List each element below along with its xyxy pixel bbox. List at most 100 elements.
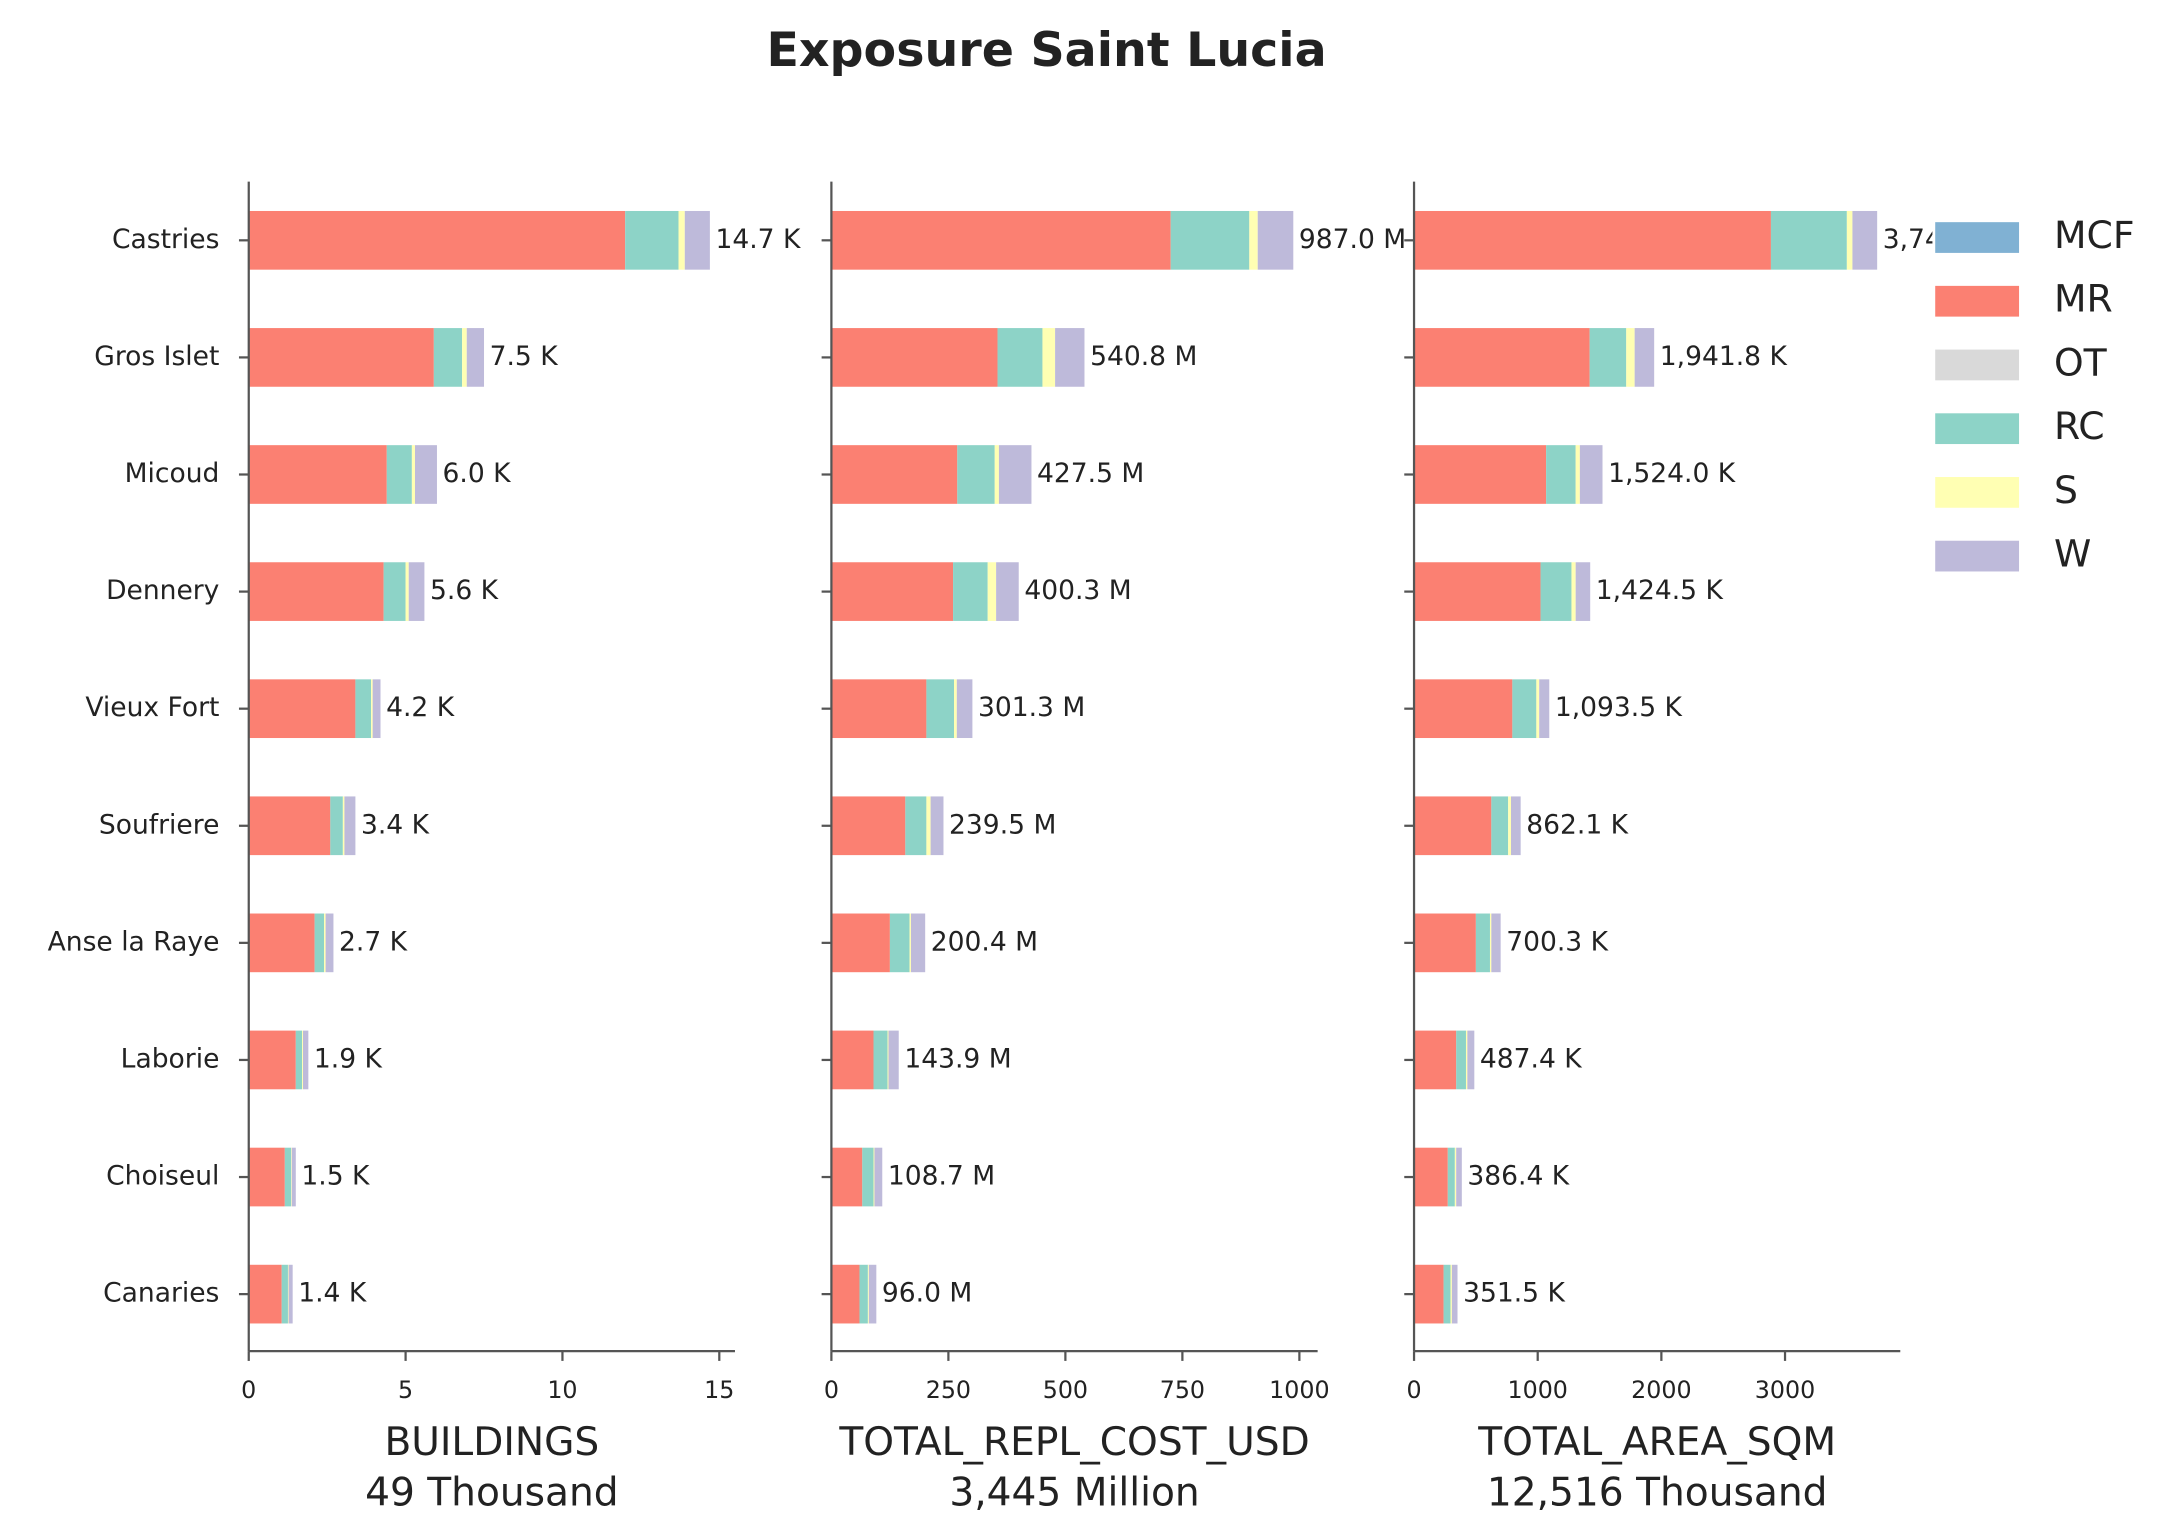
- bar-segment: [1257, 210, 1294, 270]
- bar-segment: [1414, 1147, 1448, 1207]
- bar-segment: [678, 210, 685, 270]
- bar-segment: [926, 796, 931, 856]
- bar-segment: [1249, 210, 1258, 270]
- bar-segment: [371, 679, 373, 739]
- bar-segment: [930, 796, 944, 856]
- legend-background: [1932, 209, 2163, 587]
- total-label: 540.8 M: [1090, 341, 1197, 372]
- total-label: 301.3 M: [978, 692, 1085, 723]
- bar-segment: [1536, 679, 1540, 739]
- total-label: 1,524.0 K: [1608, 458, 1736, 489]
- legend-label: S: [2054, 468, 2078, 512]
- total-label: 3.4 K: [361, 809, 430, 840]
- bar-segment: [1489, 913, 1492, 973]
- total-label: 1.5 K: [301, 1161, 370, 1192]
- bar-segment: [314, 913, 325, 973]
- total-label: 1,093.5 K: [1555, 692, 1683, 723]
- bar-segment: [831, 796, 906, 856]
- legend-swatch: [1935, 413, 2020, 445]
- y-tick-label: Anse la Raye: [48, 926, 220, 957]
- bar-segment: [1443, 1264, 1451, 1324]
- bar-segment: [873, 1030, 888, 1090]
- x-tick-label: 15: [704, 1376, 734, 1404]
- bar-segment: [344, 796, 356, 856]
- bar-segment: [1475, 913, 1490, 973]
- y-tick-label: Laborie: [121, 1043, 220, 1074]
- total-label: 1.4 K: [298, 1278, 367, 1309]
- total-label: 400.3 M: [1024, 575, 1131, 606]
- bar-segment: [1414, 796, 1492, 856]
- bar-segment: [1852, 210, 1878, 270]
- bar-segment: [867, 1264, 869, 1324]
- bar-segment: [996, 562, 1019, 621]
- bar-segment: [330, 796, 343, 856]
- bar-segment: [248, 1030, 296, 1090]
- bar-segment: [874, 1147, 883, 1207]
- total-label: 351.5 K: [1463, 1278, 1565, 1309]
- bar-segment: [287, 1264, 289, 1324]
- total-label: 2.7 K: [339, 926, 408, 957]
- total-label: 239.5 M: [949, 809, 1056, 840]
- bar-segment: [325, 913, 334, 973]
- bar-segment: [248, 679, 356, 739]
- legend-label: RC: [2054, 404, 2105, 448]
- bar-segment: [1414, 210, 1771, 270]
- x-tick-label: 250: [926, 1376, 971, 1404]
- x-tick-label: 500: [1043, 1376, 1088, 1404]
- bar-segment: [1539, 679, 1550, 739]
- bar-segment: [405, 562, 409, 621]
- total-label: 108.7 M: [888, 1161, 995, 1192]
- x-tick-label: 2000: [1631, 1376, 1691, 1404]
- bar-segment: [926, 679, 955, 739]
- bar-segment: [248, 913, 315, 973]
- bar-segment: [281, 1264, 288, 1324]
- bar-segment: [997, 328, 1043, 387]
- legend-label: W: [2054, 532, 2091, 576]
- bar-segment: [248, 445, 387, 504]
- bar-segment: [248, 328, 434, 387]
- bar-segment: [1456, 1030, 1466, 1090]
- bar-segment: [957, 445, 995, 504]
- bar-segment: [905, 796, 927, 856]
- bar-segment: [1055, 328, 1085, 387]
- total-label: 5.6 K: [430, 575, 499, 606]
- bar-segment: [1414, 679, 1513, 739]
- total-label: 386.4 K: [1467, 1161, 1569, 1192]
- bar-segment: [953, 562, 988, 621]
- bar-segment: [302, 1030, 304, 1090]
- bar-segment: [248, 796, 331, 856]
- bar-segment: [383, 562, 406, 621]
- bar-segment: [284, 1147, 292, 1207]
- x-tick-label: 0: [241, 1376, 256, 1404]
- x-tick-label: 0: [1406, 1376, 1421, 1404]
- bar-segment: [372, 679, 381, 739]
- y-tick-label: Dennery: [106, 575, 219, 606]
- bar-segment: [303, 1030, 309, 1090]
- bar-segment: [1589, 328, 1627, 387]
- bar-segment: [994, 445, 999, 504]
- bar-segment: [831, 562, 954, 621]
- bar-segment: [1447, 1147, 1455, 1207]
- x-tick-label: 0: [824, 1376, 839, 1404]
- total-label: 1,424.5 K: [1596, 575, 1724, 606]
- bar-segment: [887, 1030, 889, 1090]
- bar-segment: [684, 210, 710, 270]
- bar-segment: [248, 562, 384, 621]
- x-axis-total: 3,445 Million: [949, 1471, 1199, 1516]
- bar-segment: [1450, 1264, 1452, 1324]
- x-tick-label: 1000: [1507, 1376, 1567, 1404]
- y-tick-label: Gros Islet: [94, 341, 219, 372]
- bar-segment: [1456, 1147, 1462, 1207]
- bar-segment: [1414, 445, 1547, 504]
- bar-segment: [1540, 562, 1572, 621]
- bar-segment: [862, 1147, 874, 1207]
- bar-segment: [248, 1264, 282, 1324]
- total-label: 96.0 M: [882, 1278, 972, 1309]
- x-axis-total: 12,516 Thousand: [1487, 1471, 1828, 1516]
- x-tick-label: 750: [1160, 1376, 1205, 1404]
- bar-segment: [1467, 1030, 1475, 1090]
- bar-segment: [909, 913, 911, 973]
- total-label: 6.0 K: [443, 458, 512, 489]
- bar-segment: [1510, 796, 1521, 856]
- bar-segment: [831, 1147, 863, 1207]
